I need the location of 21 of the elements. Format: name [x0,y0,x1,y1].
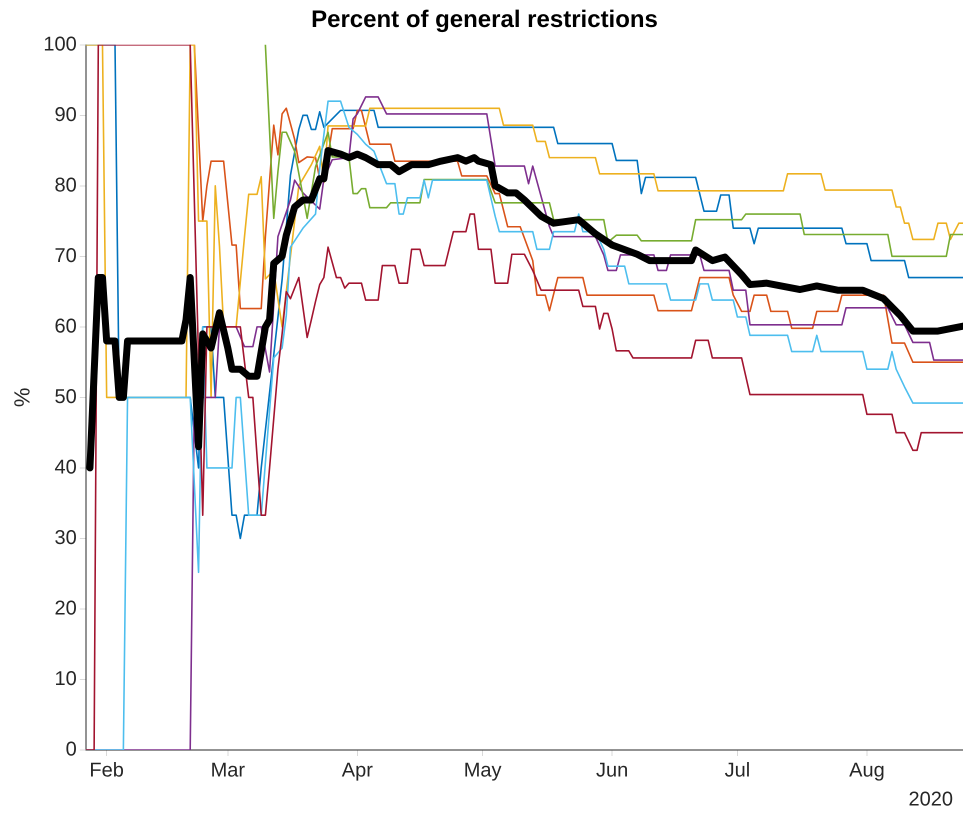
x-tick-label: Feb [89,760,124,782]
y-tick-label: 60 [54,315,77,338]
y-axis-title: % [9,388,34,408]
y-tick-label: 50 [54,386,77,408]
y-tick-label: 100 [43,33,77,56]
x-tick-label: Jul [724,760,750,782]
x-tick-label: May [464,760,502,782]
y-tick-label: 70 [54,244,77,267]
y-tick-label: 40 [54,456,77,478]
x-tick-label: Apr [342,760,374,782]
y-tick-label: 10 [54,668,77,690]
x-tick-label: Aug [849,760,885,782]
y-tick-label: 90 [54,104,77,126]
y-tick-label: 30 [54,526,77,549]
x-tick-label: Jun [596,760,628,782]
text: 2020 [908,788,953,811]
y-tick-label: 80 [54,174,77,196]
y-tick-label: 20 [54,597,77,620]
x-tick-label: Mar [210,760,246,782]
y-tick-label: 0 [66,738,77,761]
chart-title: Percent of general restrictions [311,6,658,34]
